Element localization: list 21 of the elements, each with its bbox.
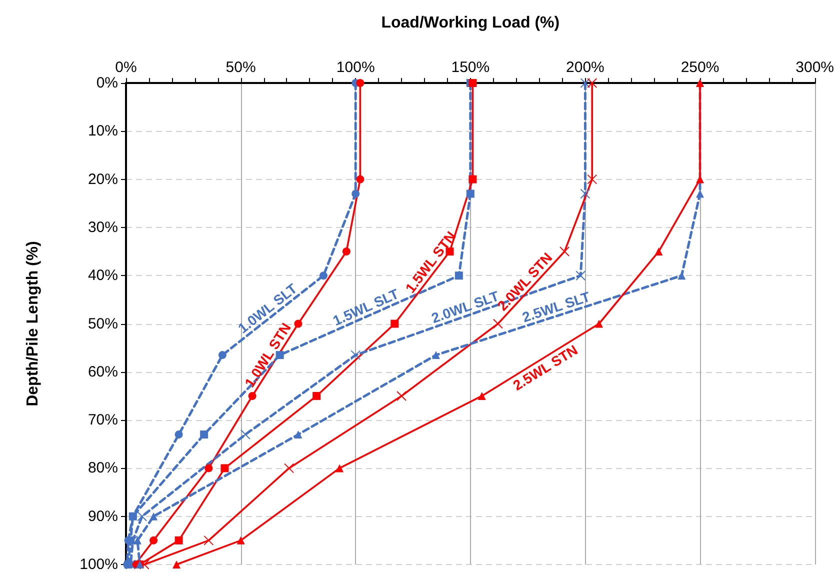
x-tick-label: 300% <box>796 59 834 76</box>
y-tick-label: 50% <box>88 315 118 332</box>
y-tick-label: 60% <box>88 363 118 380</box>
x-tick-label: 150% <box>451 59 490 76</box>
y-tick-label: 0% <box>96 74 118 92</box>
y-tick-label: 20% <box>88 170 118 188</box>
x-tick-label: 0% <box>115 59 137 76</box>
x-tick-label: 200% <box>566 59 604 76</box>
y-tick-label: 30% <box>88 218 118 236</box>
y-tick-label: 100% <box>80 556 118 572</box>
y-tick-label: 40% <box>88 267 118 284</box>
y-axis-title: Depth/Pile Length (%) <box>24 241 42 406</box>
x-axis-title: Load/Working Load (%) <box>381 14 560 32</box>
y-tick-label: 70% <box>88 412 118 429</box>
y-tick-label: 80% <box>88 460 118 477</box>
y-tick-label: 10% <box>88 122 118 140</box>
y-tick-label: 90% <box>88 508 118 525</box>
x-tick-label: 50% <box>226 59 256 76</box>
x-tick-label: 250% <box>680 59 720 76</box>
x-tick-label: 100% <box>336 59 375 76</box>
text: 1.5WL SLT <box>330 285 402 329</box>
